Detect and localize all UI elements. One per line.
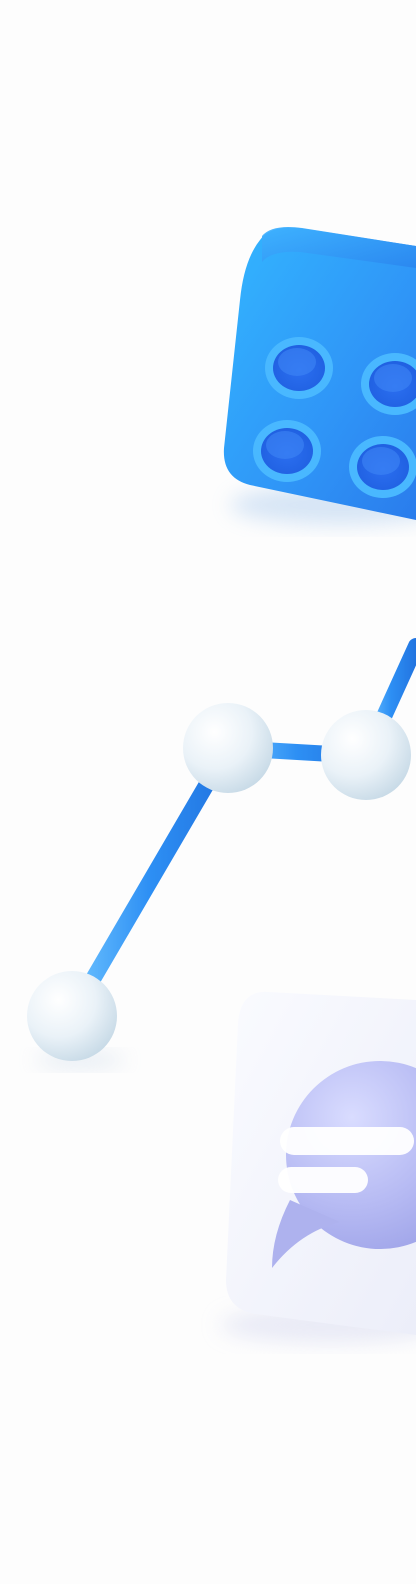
chat-bubble-icon xyxy=(220,991,416,1343)
line-graph-icon xyxy=(27,638,416,1068)
lego-brick-icon xyxy=(223,227,416,525)
